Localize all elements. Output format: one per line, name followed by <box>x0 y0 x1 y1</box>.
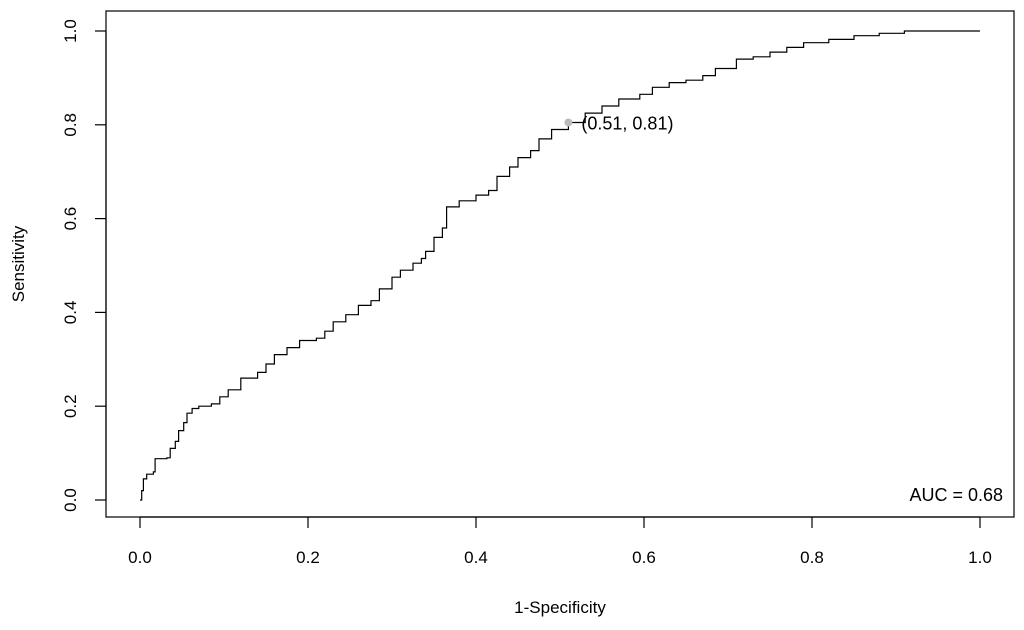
y-tick-label: 1.0 <box>61 19 80 43</box>
auc-annotation: AUC = 0.68 <box>909 485 1003 505</box>
x-axis-title: 1-Specificity <box>514 598 606 617</box>
plot-frame <box>105 10 1015 518</box>
highlight-point <box>564 118 573 127</box>
x-tick-label: 0.6 <box>632 548 656 567</box>
x-tick-label: 0.8 <box>800 548 824 567</box>
x-axis: 0.0 0.2 0.4 0.6 0.8 1.0 <box>128 516 992 567</box>
roc-curve <box>140 30 980 501</box>
y-tick-label: 0.4 <box>61 301 80 325</box>
x-tick-label: 0.2 <box>296 548 320 567</box>
y-tick-label: 0.8 <box>61 113 80 137</box>
x-tick-label: 0.4 <box>464 548 488 567</box>
y-tick-label: 0.2 <box>61 394 80 418</box>
x-tick-label: 1.0 <box>968 548 992 567</box>
x-tick-label: 0.0 <box>128 548 152 567</box>
y-axis-title: Sensitivity <box>9 225 28 302</box>
highlight-point-label: (0.51, 0.81) <box>581 113 673 133</box>
y-axis: 0.0 0.2 0.4 0.6 0.8 1.0 <box>61 19 107 512</box>
y-tick-label: 0.6 <box>61 207 80 231</box>
y-tick-label: 0.0 <box>61 488 80 512</box>
